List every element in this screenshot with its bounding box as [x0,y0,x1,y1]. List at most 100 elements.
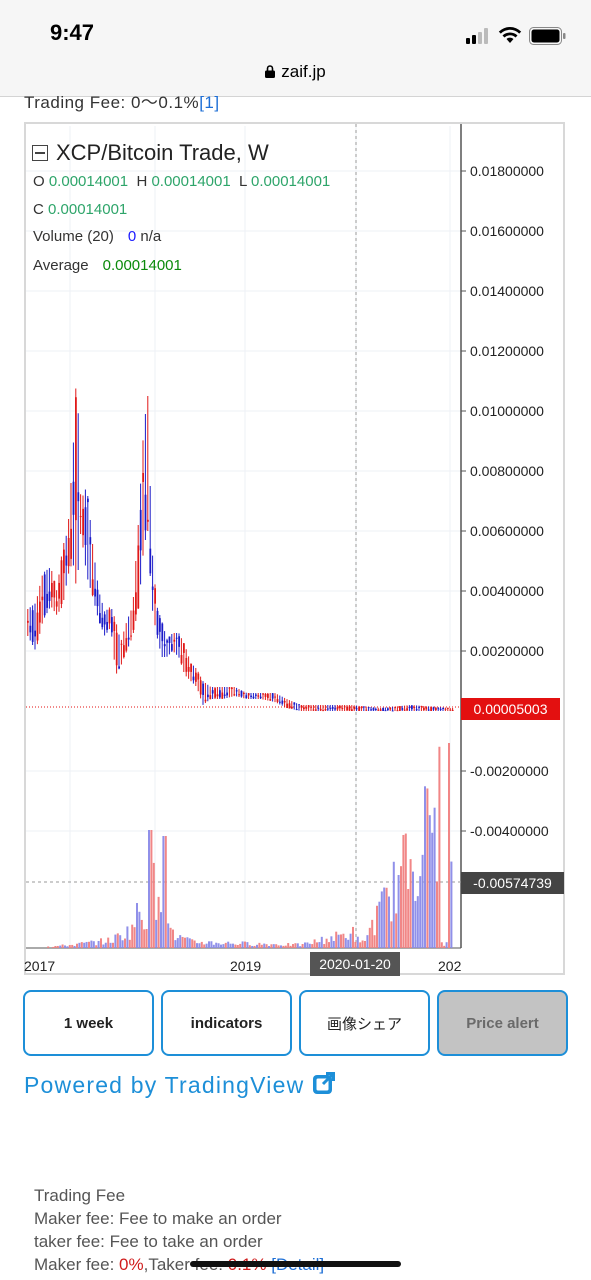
volume-bar [222,944,225,948]
indicators-button[interactable]: indicators [161,990,292,1056]
volume-bar [167,923,170,948]
candle-body [192,676,195,681]
candle-body [27,620,29,623]
volume-bar [323,944,326,948]
candle-body [235,690,238,692]
candle-body [166,640,168,643]
volume-bar [59,945,62,948]
candle-body [288,703,291,709]
candle-body [70,528,72,559]
legend-collapse-icon[interactable] [32,145,48,161]
price-chart-canvas[interactable]: 0.01800000 0.01600000 0.01400000 0.01200000… [0,0,591,1000]
status-time: 9:47 [50,20,95,45]
powered-by-tradingview-link[interactable]: Powered by TradingView [24,1071,336,1099]
candle-body [379,709,382,711]
volume-bar [198,943,201,948]
candle-body [250,695,252,697]
volume-bar [131,924,134,948]
fee-values: Maker fee: 0%,Taker fee: 0.1% [Detail] [34,1255,324,1275]
candle-body [303,707,305,710]
candle-body [271,693,274,699]
volume-bar [301,944,304,948]
volume-bar [88,941,90,948]
candle-body [144,494,147,531]
volume-bar [304,942,306,948]
volume-bar [121,940,124,948]
volume-bar [284,945,287,948]
candle-body [425,707,428,710]
volume-bar [440,942,443,948]
url-bar[interactable]: zaif.jp [0,62,591,82]
candle-body [375,708,377,710]
candle-body [151,586,154,590]
candle-body [430,706,432,711]
volume-bar [258,942,261,948]
ohlc-row: O 0.00014001 H 0.00014001 L 0.00014001 [33,173,331,190]
volume-bar [124,938,126,948]
volume-bar [388,896,390,948]
candle-body [118,666,120,669]
volume-bar [241,941,244,948]
candle-body [399,706,401,711]
candle-body [391,710,394,712]
candle-body [267,693,269,698]
volume-bar [443,945,446,948]
volume-bar [385,887,388,948]
candle-body [187,666,190,672]
candle-body [72,481,75,515]
candle-body [51,582,53,598]
volume-bar [294,943,297,948]
volume-bar [320,936,323,948]
candle-body [123,645,125,658]
candle-body [322,710,324,712]
candle-body [238,694,240,696]
candle-body [115,632,118,666]
volume-bar [354,941,357,948]
candle-body [439,708,442,710]
candle-body [351,709,353,711]
candle-body [199,680,202,695]
y-tick-label: 0.01400000 [470,283,544,299]
volume-bar [313,939,316,948]
volume-bar [373,935,376,948]
candle-body [108,609,111,624]
volume-bar [407,889,410,948]
candle-body [449,709,452,711]
tradingview-chart[interactable] [24,122,565,975]
share-image-button[interactable]: 画像シェア [299,990,430,1056]
volume-bar [275,944,278,948]
volume-bar [80,942,83,948]
candle-body [370,709,372,711]
volume-bar [404,833,407,948]
volume-bar [92,941,95,948]
price-alert-button[interactable]: Price alert [437,990,568,1056]
interval-button[interactable]: 1 week [23,990,154,1056]
volume-bar [56,945,59,948]
candle-body [185,657,188,672]
candle-body [341,708,344,710]
candle-body [382,707,384,711]
candle-body [319,708,322,711]
volume-bar [181,936,184,948]
candle-body [348,706,351,711]
volume-bar [268,946,270,948]
y-tick-label: 0.00200000 [470,643,544,659]
candle-body [96,589,99,607]
candle-body [159,618,161,632]
y-tick-label: 0.01600000 [470,223,544,239]
volume-bar [412,871,414,948]
volume-bar [217,943,220,948]
volume-bar [450,861,453,948]
fee-reference-link[interactable]: [1] [199,93,220,112]
volume-bar [318,942,321,948]
volume-bar [136,903,138,948]
volume-bar [359,942,362,948]
candle-body [209,695,212,700]
trading-fee-top-text: Trading Fee: 0〜0.1%[1] [24,93,220,112]
candle-body [207,694,209,698]
candle-body [219,690,221,698]
volume-bar [104,942,107,948]
volume-bar [76,943,78,948]
crosshair-date-label: 2020-01-20 [310,952,400,976]
volume-bar [220,944,222,948]
